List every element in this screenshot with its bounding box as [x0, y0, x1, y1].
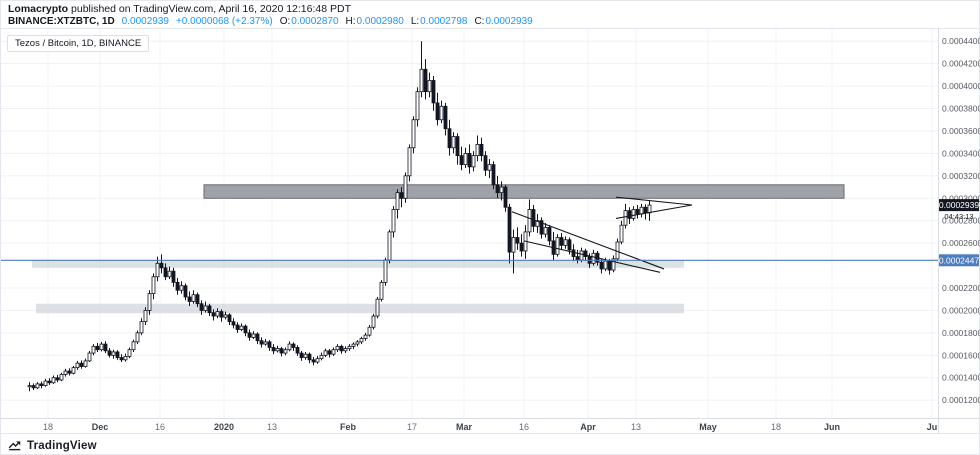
svg-text:0.0003600: 0.0003600	[942, 126, 980, 136]
svg-text:0.0003400: 0.0003400	[942, 148, 980, 158]
svg-text:18: 18	[771, 422, 781, 432]
open-value: 0.0002870	[291, 16, 339, 27]
svg-text:0.0004200: 0.0004200	[942, 59, 980, 69]
high-label: H:	[345, 16, 356, 27]
supply-zone	[203, 184, 845, 199]
svg-text:Ju: Ju	[927, 422, 938, 432]
svg-text:18: 18	[43, 422, 53, 432]
last-price: 0.0002939	[121, 16, 169, 27]
close-label: C:	[474, 16, 485, 27]
byline: Lomacrypto published on TradingView.com,…	[8, 3, 980, 15]
pennant-upper	[615, 196, 693, 206]
grid-layer	[0, 28, 938, 418]
svg-text:13: 13	[267, 422, 277, 432]
candles-layer	[27, 41, 652, 392]
price-change: +0.0000068 (+2.37%)	[175, 16, 273, 27]
supply-demand-zones-layer[interactable]	[32, 184, 845, 314]
svg-text:Dec: Dec	[92, 422, 109, 432]
wedge-upper	[511, 211, 665, 270]
high-value: 0.0002980	[356, 16, 404, 27]
svg-text:0.0004400: 0.0004400	[942, 36, 980, 46]
svg-text:0.0002600: 0.0002600	[942, 238, 980, 248]
author-name: Lomacrypto	[8, 3, 69, 15]
svg-text:13: 13	[631, 422, 641, 432]
svg-text:0.0001400: 0.0001400	[942, 373, 980, 383]
svg-text:0.0004000: 0.0004000	[942, 81, 980, 91]
pennant-lower	[615, 204, 693, 219]
svg-text:0.0002447: 0.0002447	[939, 255, 979, 265]
price-badges-layer: 0.0002939 04:43:13 0.0002447	[939, 199, 979, 267]
footer: TradingView	[8, 437, 97, 454]
svg-text:0.0002939: 0.0002939	[939, 200, 979, 210]
snapshot-header: Lomacrypto published on TradingView.com,…	[0, 0, 980, 31]
tradingview-logo-icon	[8, 440, 21, 450]
svg-text:Jun: Jun	[824, 422, 840, 432]
svg-text:2020: 2020	[214, 422, 234, 432]
open-label: O:	[279, 16, 291, 27]
demand-zone-upper	[32, 260, 684, 268]
low-label: L:	[410, 16, 420, 27]
horizontal-line-price-badge	[939, 254, 979, 267]
price-axis[interactable]: 0.0004400 0.0004200 0.0004000 0.0003800 0.00…	[942, 36, 980, 405]
svg-text:May: May	[699, 422, 717, 432]
svg-text:0.0002200: 0.0002200	[942, 283, 980, 293]
trendlines-layer[interactable]	[511, 196, 693, 273]
svg-text:Apr: Apr	[580, 422, 596, 432]
svg-text:0.0003000: 0.0003000	[942, 193, 980, 203]
byline-text: published on TradingView.com, April 16, …	[68, 3, 351, 15]
ticker-symbol[interactable]: BINANCE:XTZBTC, 1D	[8, 16, 115, 27]
legend-text: Tezos / Bitcoin, 1D, BINANCE	[15, 38, 142, 49]
svg-text:17: 17	[407, 422, 417, 432]
svg-text:16: 16	[155, 422, 165, 432]
svg-text:0.0001800: 0.0001800	[942, 328, 980, 338]
svg-text:0.0002800: 0.0002800	[942, 216, 980, 226]
svg-text:0.0003200: 0.0003200	[942, 171, 980, 181]
svg-text:0.0001200: 0.0001200	[942, 395, 980, 405]
demand-zone-lower	[36, 303, 684, 314]
svg-text:0.0002000: 0.0002000	[942, 305, 980, 315]
current-price-badge	[939, 199, 979, 212]
wedge-lower	[523, 240, 661, 273]
chart-legend[interactable]: Tezos / Bitcoin, 1D, BINANCE	[7, 35, 150, 52]
chart-frame	[0, 28, 980, 434]
time-axis[interactable]: 18 Dec 16 2020 13 Feb 17 Mar 16 Apr 13 May 18 Jun Ju	[43, 422, 937, 432]
svg-text:Feb: Feb	[340, 422, 357, 432]
close-value: 0.0002939	[485, 16, 533, 27]
tradingview-brand[interactable]: TradingView	[27, 439, 97, 452]
bar-countdown: 04:43:13	[944, 212, 973, 221]
ticker-row: BINANCE:XTZBTC, 1D 0.0002939 +0.0000068 (+…	[8, 16, 980, 28]
low-value: 0.0002798	[420, 16, 468, 27]
svg-text:0.0003800: 0.0003800	[942, 104, 980, 114]
svg-text:Mar: Mar	[456, 422, 473, 432]
svg-text:16: 16	[519, 422, 529, 432]
svg-text:0.0001600: 0.0001600	[942, 350, 980, 360]
